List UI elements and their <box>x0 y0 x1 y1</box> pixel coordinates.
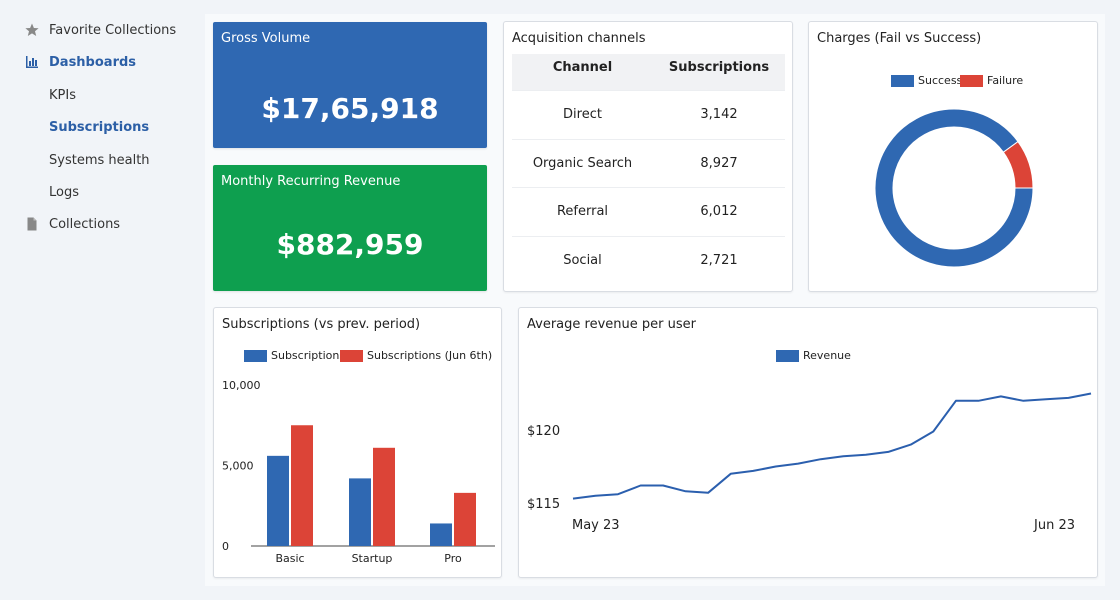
sidebar-item-dashboards[interactable]: Dashboards <box>0 50 200 74</box>
sidebar: Favorite Collections Dashboards KPIs Sub… <box>0 0 205 600</box>
legend-label: Revenue <box>803 349 851 362</box>
subscriptions-cell: 6,012 <box>700 204 738 220</box>
bar-pro-series-0[interactable] <box>430 523 452 546</box>
legend-failure: Failure <box>960 74 1023 87</box>
legend-subscriptions: Subscriptions <box>244 349 345 362</box>
sidebar-item-label: Subscriptions <box>49 119 150 135</box>
channel-cell: Referral <box>556 204 609 220</box>
legend-label: Subscriptions (Jun 6th) <box>367 349 493 362</box>
sidebar-item-label: Logs <box>49 184 79 200</box>
charges-title: Charges (Fail vs Success) <box>817 31 982 46</box>
x-tick-label: Jun 23 <box>1033 518 1075 533</box>
revenue-line[interactable] <box>572 392 1092 500</box>
y-tick-label: 5,000 <box>222 460 254 473</box>
legend-swatch <box>891 74 914 87</box>
channel-cell: Direct <box>563 107 602 123</box>
legend-swatch <box>244 349 267 362</box>
table-row: Organic Search 8,927 <box>512 138 785 188</box>
channel-cell: Organic Search <box>532 155 633 171</box>
donut-slice-success[interactable] <box>874 108 1034 268</box>
sidebar-item-label: Collections <box>49 216 121 232</box>
gross-volume-title: Gross Volume <box>221 31 311 46</box>
gross-volume-card[interactable]: Gross Volume $17,65,918 <box>213 22 487 148</box>
acquisition-table: Channel Subscriptions Direct 3,142 Organ… <box>512 54 785 284</box>
mrr-card[interactable]: Monthly Recurring Revenue $882,959 <box>213 165 487 291</box>
x-tick-label: May 23 <box>572 518 620 533</box>
table-row: Direct 3,142 <box>512 90 785 139</box>
sidebar-item-favorite-collections[interactable]: Favorite Collections <box>0 18 200 42</box>
channel-cell: Social <box>563 252 602 268</box>
bar-startup-series-0[interactable] <box>349 478 371 546</box>
subscriptions-cell: 8,927 <box>700 155 738 171</box>
charges-card: Charges (Fail vs Success) Success Failur… <box>808 21 1098 292</box>
legend-label: Success <box>918 74 963 87</box>
column-header-subscriptions: Subscriptions <box>668 59 770 75</box>
mrr-title: Monthly Recurring Revenue <box>221 174 401 189</box>
acquisition-title: Acquisition channels <box>512 31 646 46</box>
bar-chart-icon <box>26 56 38 68</box>
dashboard-main: Gross Volume $17,65,918 Monthly Recurrin… <box>205 14 1105 586</box>
table-header: Channel Subscriptions <box>512 54 785 90</box>
arpu-title: Average revenue per user <box>527 317 696 332</box>
document-icon <box>27 217 37 231</box>
sidebar-item-label: Systems health <box>49 152 150 168</box>
legend-success: Success <box>891 74 962 87</box>
table-row: Social 2,721 <box>512 235 785 285</box>
sidebar-item-label: Favorite Collections <box>49 22 177 38</box>
sidebar-item-systems-health[interactable]: Systems health <box>0 148 200 172</box>
x-tick-label: Pro <box>444 552 462 565</box>
sidebar-item-label: Dashboards <box>49 54 137 70</box>
bar-pro-series-1[interactable] <box>454 492 476 546</box>
charges-donut-chart <box>874 108 1034 268</box>
arpu-line-chart: $120 $115 May 23 Jun 23 <box>527 392 1092 533</box>
bar-basic-series-1[interactable] <box>291 425 313 546</box>
column-header-channel: Channel <box>552 59 613 75</box>
subscriptions-chart-card: Subscriptions (vs prev. period) Subscrip… <box>213 307 502 578</box>
legend-swatch <box>776 349 799 362</box>
x-tick-label: Basic <box>275 552 304 565</box>
sidebar-item-logs[interactable]: Logs <box>0 180 200 204</box>
legend-label: Failure <box>987 74 1024 87</box>
bar-basic-series-0[interactable] <box>267 455 289 546</box>
legend-swatch <box>340 349 363 362</box>
acquisition-channels-card: Acquisition channels Channel Subscriptio… <box>503 21 793 292</box>
subscriptions-chart-title: Subscriptions (vs prev. period) <box>222 317 421 332</box>
sidebar-item-kpis[interactable]: KPIs <box>0 83 200 107</box>
subscriptions-cell: 2,721 <box>700 252 738 268</box>
subscriptions-cell: 3,142 <box>700 107 738 123</box>
gross-volume-value: $17,65,918 <box>261 92 439 125</box>
mrr-value: $882,959 <box>276 228 424 261</box>
legend-subscriptions-jun6: Subscriptions (Jun 6th) <box>340 349 492 362</box>
sidebar-item-subscriptions[interactable]: Subscriptions <box>0 115 200 139</box>
table-row: Referral 6,012 <box>512 187 785 236</box>
arpu-chart-card: Average revenue per user Revenue $120 $11… <box>518 307 1098 578</box>
legend-revenue: Revenue <box>776 349 851 362</box>
y-tick-label: 10,000 <box>222 379 261 392</box>
sidebar-item-label: KPIs <box>49 87 76 103</box>
legend-label: Subscriptions <box>271 349 346 362</box>
bar-startup-series-1[interactable] <box>373 447 395 546</box>
sidebar-item-collections[interactable]: Collections <box>0 212 200 236</box>
x-tick-label: Startup <box>352 552 393 565</box>
legend-swatch <box>960 74 983 87</box>
subscriptions-bar-chart: 10,000 5,000 0 Basic Startup Pro <box>222 379 495 565</box>
star-icon <box>25 23 39 36</box>
y-tick-label: 0 <box>222 540 229 553</box>
y-tick-label: $120 <box>527 424 560 439</box>
y-tick-label: $115 <box>527 497 560 512</box>
